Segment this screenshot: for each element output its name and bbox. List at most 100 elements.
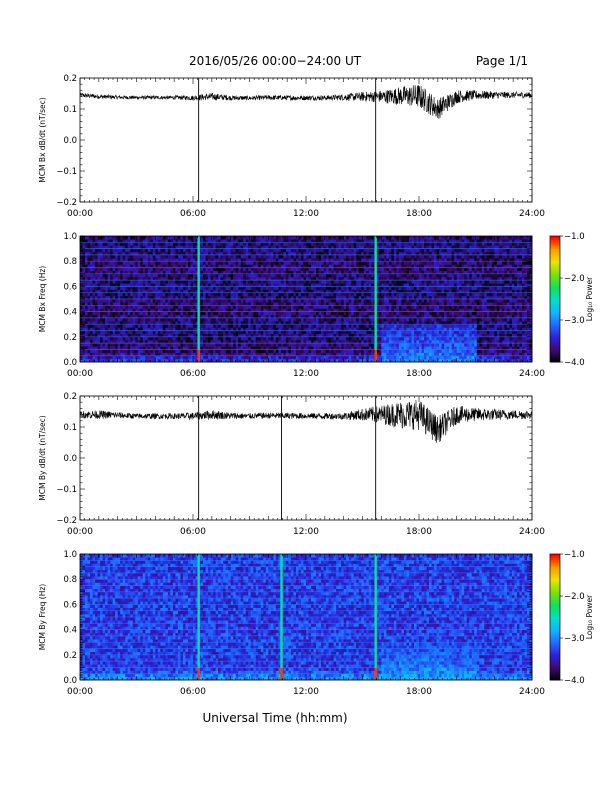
spectrogram-cell [250, 358, 254, 363]
spectrogram-cell [165, 248, 169, 253]
spectrogram-cell [331, 343, 335, 347]
spectrogram-cell [238, 302, 242, 306]
spectrogram-cell [358, 267, 362, 272]
spectrogram-cell [316, 336, 319, 341]
spectrogram-cell [290, 330, 294, 335]
spectrogram-cell [285, 346, 289, 350]
spectrogram-cell [97, 283, 101, 287]
spectrogram-cell [311, 358, 314, 363]
spectrogram-cell [250, 311, 254, 316]
spectrogram-cell [295, 276, 299, 281]
spectrogram-cell [348, 343, 352, 347]
spectrogram-cell [172, 311, 176, 316]
spectrogram-cell [115, 327, 119, 331]
spectrogram-cell [328, 311, 332, 316]
spectrogram-cell [285, 251, 289, 256]
spectrogram-cell [331, 292, 335, 297]
spectrogram-cell [260, 352, 264, 357]
spectrogram-cell [255, 276, 259, 281]
spectrogram-cell [175, 352, 179, 357]
spectrogram-cell [258, 333, 262, 338]
spectrogram-cell [95, 248, 98, 253]
spectrogram-cell [343, 242, 347, 246]
spectrogram-cell [313, 251, 317, 256]
spectrogram-cell [243, 302, 247, 306]
spectrogram-cell [100, 245, 103, 249]
spectrogram-cell [110, 248, 114, 253]
spectrogram-cell [268, 330, 272, 335]
spectrogram-cell [358, 236, 362, 240]
spectrogram-cell [311, 355, 314, 360]
spectrogram-cell [145, 321, 149, 325]
spectrogram-cell [162, 292, 166, 297]
spectrogram-cell [308, 358, 312, 363]
spectrogram-cell [172, 248, 176, 253]
spectrogram-cell [155, 339, 159, 344]
spectrogram-cell [270, 302, 274, 306]
spectrogram-cell [275, 324, 279, 328]
spectrogram-cell [145, 299, 149, 303]
spectrogram-cell [230, 324, 234, 328]
spectrogram-cell [321, 308, 324, 312]
spectrogram-cell [95, 276, 98, 281]
spectrogram-cell [298, 302, 302, 306]
spectrogram-cell [323, 270, 327, 275]
spectrogram-cell [343, 333, 347, 338]
spectrogram-cell [290, 245, 294, 249]
spectrogram-cell [97, 352, 101, 357]
spectrogram-cell [333, 355, 337, 360]
spectrogram-cell [157, 236, 161, 240]
spectrogram-cell [162, 321, 166, 325]
spectrogram-cell [132, 317, 136, 322]
spectrogram-cell [240, 317, 244, 322]
spectrogram-cell [356, 302, 360, 306]
spectrogram-cell [338, 258, 342, 262]
spectrogram-cell [270, 276, 274, 281]
spectrogram-cell [290, 317, 294, 322]
spectrogram-cell [175, 236, 179, 240]
spectrogram-cell [285, 261, 289, 265]
spectrogram-cell [107, 258, 111, 262]
spectrogram-cell [87, 254, 91, 259]
spectrogram-cell [298, 324, 302, 328]
spectrogram-cell [303, 330, 307, 335]
spectrogram-cell [152, 283, 156, 287]
spectrogram-cell [245, 349, 249, 353]
spectrogram-cell [165, 339, 169, 344]
spectrogram-cell [220, 289, 224, 294]
spectrogram-cell [293, 317, 297, 322]
spectrogram-cell [117, 283, 121, 287]
spectrogram-cell [265, 264, 269, 268]
spectrogram-cell [180, 236, 184, 240]
spectrogram-cell [353, 270, 357, 275]
spectrogram-cell [283, 242, 287, 246]
spectrogram-cell [210, 242, 214, 246]
spectrogram-cell [235, 346, 239, 350]
spectrogram-cell [366, 324, 370, 328]
spectrogram-cell [85, 273, 88, 278]
spectrogram-cell [152, 333, 156, 338]
spectrogram-cell [308, 336, 312, 341]
spectrogram-cell [82, 245, 86, 249]
spectrogram-cell [127, 317, 131, 322]
spectrogram-cell [280, 292, 284, 297]
spectrogram-cell [306, 236, 309, 240]
spectrogram-cell [285, 305, 289, 309]
spectrogram-cell [110, 254, 114, 259]
spectrogram-cell [263, 311, 267, 316]
spectrogram-cell [185, 261, 189, 265]
spectrogram-cell [127, 299, 131, 303]
spectrogram-cell [152, 346, 156, 350]
spectrogram-cell [152, 276, 156, 281]
spectrogram-cell [348, 292, 352, 297]
spectrogram-cell [368, 292, 372, 297]
spectrogram-cell [85, 283, 88, 287]
spectrogram-cell [348, 245, 352, 249]
spectrogram-cell [142, 258, 146, 262]
spectrogram-cell [195, 358, 199, 363]
spectrogram-cell [155, 242, 159, 246]
spectrogram-cell [351, 327, 355, 331]
spectrogram-cell [82, 321, 86, 325]
spectrogram-cell [107, 314, 111, 319]
spectrogram-cell [225, 258, 229, 262]
